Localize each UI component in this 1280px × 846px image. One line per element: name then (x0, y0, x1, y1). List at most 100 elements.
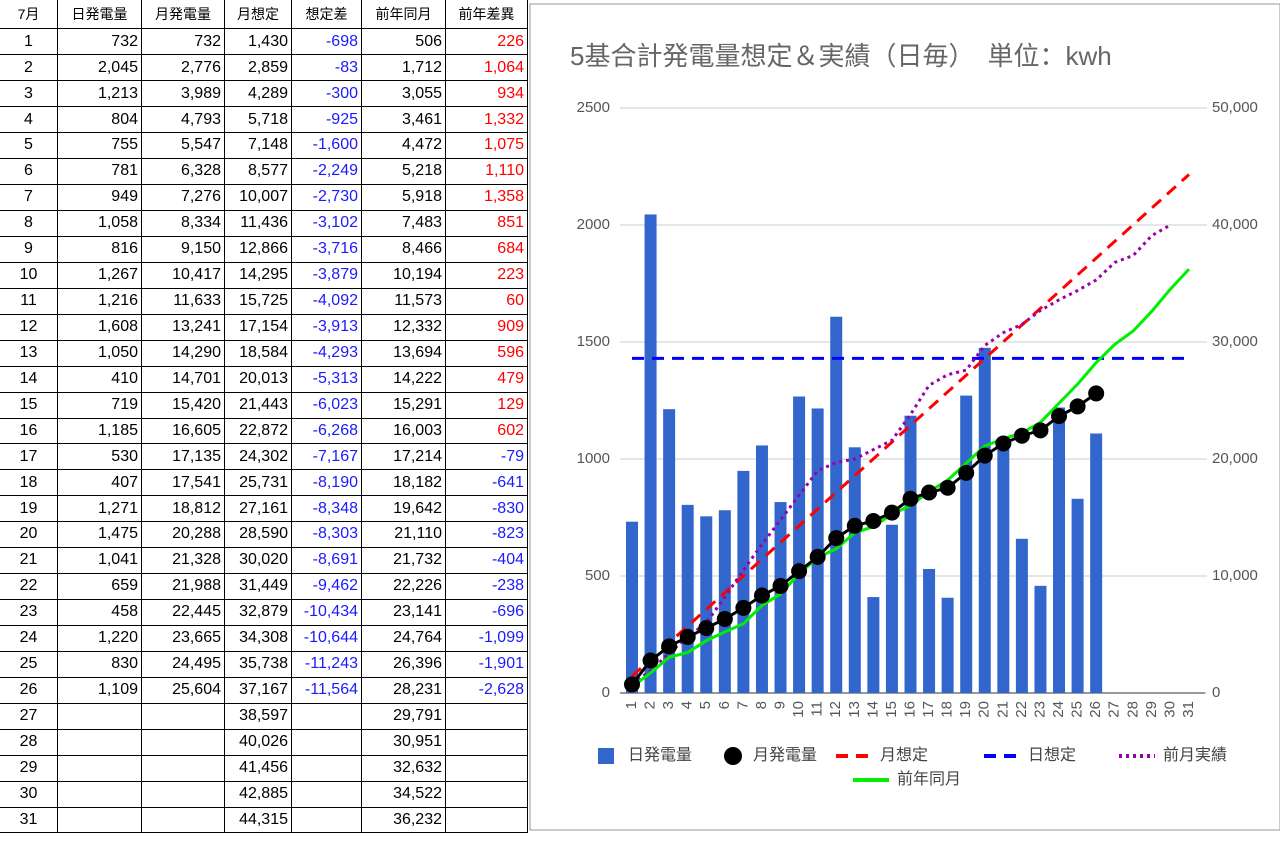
table-cell: 530 (58, 443, 142, 471)
bar (997, 449, 1010, 693)
table-cell: -823 (446, 521, 528, 549)
table-cell: 24,302 (225, 443, 292, 471)
x-tick: 15 (883, 701, 900, 718)
table-cell: 41,456 (225, 755, 292, 782)
x-tick: 14 (864, 701, 881, 718)
x-tick-label: 24 (1050, 701, 1067, 718)
x-tick: 29 (1143, 701, 1160, 718)
table-cell: 42,885 (225, 781, 292, 808)
table-cell: 23,665 (142, 625, 225, 652)
table-cell: 1,271 (58, 495, 142, 523)
table-cell (292, 807, 362, 834)
bar (755, 445, 768, 693)
table-cell (58, 781, 142, 808)
marker (1088, 385, 1105, 402)
legend-label: 月想定 (880, 746, 928, 764)
x-tick-label: 28 (1124, 701, 1141, 718)
table-cell: 816 (58, 236, 142, 263)
marker (846, 517, 863, 534)
y2-tick-label: 10,000 (1212, 567, 1258, 584)
table-cell (142, 781, 225, 808)
x-tick-label: 15 (883, 701, 900, 718)
y-tick-label: 2500 (577, 99, 610, 116)
marker (828, 530, 845, 547)
table-cell (58, 755, 142, 782)
table-cell: 2 (0, 54, 58, 82)
table-cell: 8,577 (225, 158, 292, 186)
table-cell: 1,213 (58, 80, 142, 108)
x-tick: 19 (957, 701, 974, 718)
table-cell: -3,102 (292, 210, 362, 237)
x-tick: 30 (1161, 701, 1178, 718)
table-cell: 596 (446, 340, 528, 367)
table-cell: 1,267 (58, 262, 142, 289)
x-tick: 7 (734, 701, 751, 709)
bar (774, 502, 787, 693)
y2-tick-label: 0 (1212, 684, 1220, 701)
table-cell (142, 755, 225, 782)
bar (681, 504, 694, 693)
table-cell: 1,430 (225, 29, 292, 56)
y2-tick-label: 50,000 (1212, 99, 1258, 116)
table-cell: -11,564 (292, 677, 362, 704)
table-cell: 1,064 (446, 54, 528, 82)
table-cell: 1,185 (58, 418, 142, 445)
table-cell: 想定差 (292, 0, 362, 29)
marker (1032, 422, 1049, 439)
x-tick-label: 16 (901, 701, 918, 718)
x-tick-label: 17 (920, 701, 937, 718)
table-cell (58, 703, 142, 730)
x-tick-label: 4 (679, 701, 696, 709)
table-cell: 18,584 (225, 340, 292, 367)
table-cell: 1 (0, 29, 58, 56)
table-cell: 25,604 (142, 677, 225, 704)
x-tick-label: 5 (697, 701, 714, 709)
table-cell: 3,989 (142, 80, 225, 108)
marker (939, 479, 956, 496)
table-cell: 35,738 (225, 651, 292, 678)
table-cell: 1,220 (58, 625, 142, 652)
table-cell: 9,150 (142, 236, 225, 263)
table-cell: 1,608 (58, 314, 142, 341)
table-cell: 29 (0, 755, 58, 782)
table-cell: 17 (0, 443, 58, 471)
y2-tick-label: 30,000 (1212, 333, 1258, 350)
table-cell: 60 (446, 288, 528, 315)
table-cell: -3,879 (292, 262, 362, 289)
table-cell: -4,092 (292, 288, 362, 315)
chart-title: 5基合計発電量想定＆実績（日毎） 単位：kwh (570, 41, 1112, 71)
table-cell: 21,732 (362, 547, 446, 575)
marker (958, 464, 975, 481)
marker (921, 484, 938, 501)
table-cell: 1,475 (58, 521, 142, 549)
bar (626, 521, 638, 693)
table-cell: 934 (446, 80, 528, 108)
bar (663, 409, 676, 693)
table-cell: 5,918 (362, 184, 446, 212)
x-tick: 18 (939, 701, 956, 718)
table-cell: 602 (446, 418, 528, 445)
x-tick-label: 9 (772, 701, 789, 709)
table-cell: -8,348 (292, 495, 362, 523)
marker (642, 652, 659, 669)
table-cell: 18,812 (142, 495, 225, 523)
x-tick: 8 (753, 701, 770, 709)
table-cell: 16,003 (362, 418, 446, 445)
marker (661, 638, 678, 655)
bar (718, 510, 731, 693)
table-cell: 30,951 (362, 729, 446, 756)
legend-label: 日発電量 (628, 746, 692, 764)
x-tick-label: 31 (1180, 701, 1197, 718)
table-cell: 24,495 (142, 651, 225, 678)
table-cell: 22,872 (225, 418, 292, 445)
table-cell: 2,776 (142, 54, 225, 82)
table-cell: 19,642 (362, 495, 446, 523)
table-cell: 13,241 (142, 314, 225, 341)
marker (1051, 408, 1068, 425)
table-cell: 14,295 (225, 262, 292, 289)
x-tick: 12 (827, 701, 844, 718)
x-tick-label: 8 (753, 701, 770, 709)
table-cell: 22,226 (362, 573, 446, 601)
